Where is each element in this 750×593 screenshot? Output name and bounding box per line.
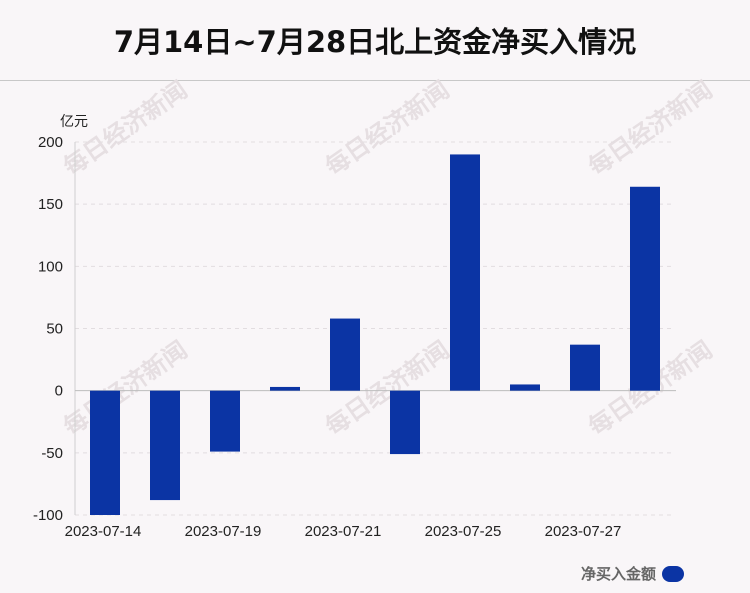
- bar: [150, 390, 180, 501]
- y-tick-label: -100: [33, 507, 63, 524]
- y-tick-label: 150: [38, 196, 63, 213]
- y-tick-label: 0: [55, 383, 63, 400]
- bars: [90, 154, 660, 515]
- legend-swatch: [662, 565, 684, 582]
- watermark-layer: 每日经济新闻每日经济新闻每日经济新闻每日经济新闻每日经济新闻每日经济新闻: [58, 76, 717, 442]
- x-tick-label: 2023-07-14: [65, 523, 142, 540]
- legend-label: 净买入金额: [580, 565, 656, 583]
- watermark-text: 每日经济新闻: [320, 76, 454, 182]
- bar: [90, 390, 120, 515]
- x-tick-label: 2023-07-27: [545, 523, 622, 540]
- x-tick-label: 2023-07-21: [305, 523, 382, 540]
- y-tick-label: 200: [38, 134, 63, 151]
- x-tick-label: 2023-07-25: [425, 523, 502, 540]
- bar: [270, 386, 300, 391]
- y-tick-label: 100: [38, 258, 63, 275]
- gridlines: [75, 141, 672, 516]
- y-tick-label: 50: [46, 321, 63, 338]
- y-axis-unit-label: 亿元: [60, 114, 88, 130]
- tick-labels: 200 150 100 50 0 -50 -100 亿元 2023-07-14 2023-07-1…: [33, 114, 621, 540]
- x-tick-label: 2023-07-19: [185, 523, 262, 540]
- legend: 净买入金额: [581, 563, 684, 584]
- bar: [510, 384, 540, 391]
- y-tick-label: -50: [41, 445, 63, 462]
- bar: [630, 186, 660, 391]
- bar: [390, 390, 420, 455]
- bar: [210, 390, 240, 452]
- bar: [570, 344, 600, 391]
- watermark-text: 每日经济新闻: [583, 76, 717, 182]
- chart-title: 7月14日~7月28日北上资金净买入情况: [113, 25, 637, 59]
- bar: [450, 154, 480, 391]
- bar: [330, 318, 360, 391]
- title-divider: [0, 80, 750, 81]
